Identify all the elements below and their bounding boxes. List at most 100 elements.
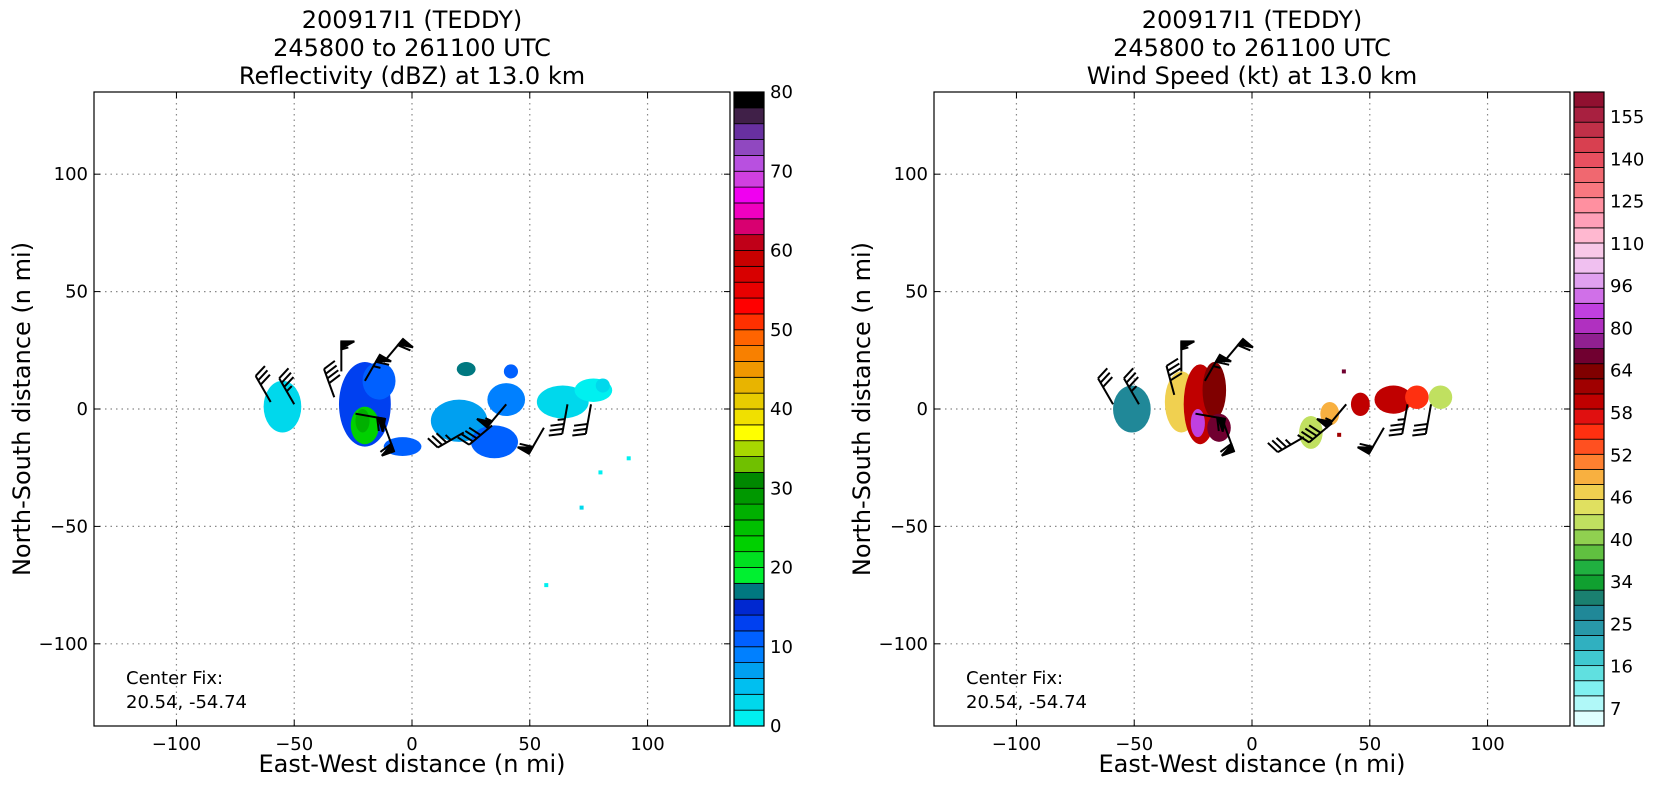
wind-barb-flag (468, 426, 482, 436)
colorbar-band (1573, 91, 1605, 108)
colorbar-band (1573, 212, 1605, 229)
colorbar-tick-label: 140 (1610, 149, 1644, 170)
wind-barb-half-flag (444, 434, 452, 441)
x-tick-label: 50 (1358, 734, 1381, 755)
colorbar-band (733, 519, 765, 537)
center-fix-annotation-line-1: Center Fix: (126, 668, 223, 689)
colorbar-tick-label: 125 (1610, 192, 1644, 213)
plot-frame (933, 91, 1571, 727)
wind-barb (1204, 353, 1232, 382)
wind-barb-pennant (1357, 446, 1375, 456)
data-region (355, 409, 370, 433)
wind-barb-flag (457, 436, 470, 446)
colorbar-band (733, 598, 765, 616)
colorbar-band (1573, 468, 1605, 485)
colorbar-tick-label: 25 (1610, 614, 1633, 635)
colorbar-band (1573, 574, 1605, 591)
wind-barb-flag (1125, 372, 1137, 384)
data-speck (626, 456, 631, 461)
data-region (487, 383, 526, 417)
wind-barb-flag (1304, 427, 1318, 437)
colorbar-band (733, 234, 765, 251)
wind-barb-flag (519, 442, 534, 448)
wind-barb-pennant (381, 442, 396, 457)
wind-barb-flag (573, 423, 588, 427)
colorbar-band (1573, 106, 1605, 123)
colorbar-band (733, 186, 765, 204)
colorbar-band (1573, 619, 1605, 636)
wind-barb-flag (1359, 442, 1374, 448)
colorbar-frame (1573, 91, 1605, 727)
x-tick-label: 0 (1246, 734, 1257, 755)
wind-barb-flag (1237, 344, 1251, 352)
wind-barb-flag (1267, 442, 1279, 453)
wind-barb-flag (376, 417, 380, 432)
data-region (1113, 385, 1151, 433)
colorbar-band (1573, 227, 1605, 244)
colorbar-band (1573, 363, 1605, 380)
wind-barb-flag (573, 427, 587, 432)
wind-barb-pennant (1236, 337, 1254, 349)
colorbar-tick-label: 30 (770, 478, 793, 499)
y-axis-label: North-South distance (n mi) (848, 242, 876, 576)
wind-barb (1316, 403, 1347, 429)
data-region (503, 364, 518, 379)
wind-barb-flag (1219, 442, 1232, 453)
plot-frame (93, 91, 731, 727)
chart-title-line-2: 245800 to 261100 UTC (1113, 34, 1391, 62)
colorbar-band (733, 535, 765, 553)
colorbar-band (733, 487, 765, 505)
colorbar-band (733, 582, 765, 600)
wind-barb-flag (1215, 360, 1230, 366)
colorbar-band (1573, 136, 1605, 153)
wind-barb-half-flag (1284, 438, 1292, 446)
chart-title-line-3: Wind Speed (kt) at 13.0 km (1087, 62, 1418, 90)
colorbar-band (1573, 167, 1605, 183)
colorbar-band (1573, 318, 1605, 334)
colorbar-tick-label: 58 (1610, 403, 1633, 424)
colorbar-band (1573, 438, 1605, 455)
wind-barb-flag (1169, 372, 1183, 382)
colorbar-band (733, 503, 765, 521)
colorbar-band (1573, 680, 1605, 697)
colorbar-tick-label: 0 (770, 716, 781, 737)
colorbar-band (733, 345, 765, 362)
x-tick-label: 0 (406, 734, 417, 755)
colorbar-band (1573, 650, 1605, 667)
colorbar-band (733, 709, 765, 727)
wind-barb-half-flag (1213, 365, 1221, 369)
colorbar-band (733, 424, 765, 442)
wind-barb-half-flag (1325, 417, 1333, 423)
wind-barb (379, 422, 396, 457)
colorbar-band (733, 361, 765, 378)
colorbar-band (1573, 287, 1605, 304)
wind-barb-half-flag (1181, 346, 1189, 351)
wind-barb-flag (278, 367, 290, 380)
wind-barb (1097, 367, 1114, 405)
wind-barb (340, 340, 355, 372)
colorbar-band (1573, 499, 1605, 516)
wind-barb-flag (325, 364, 338, 375)
colorbar-tick-label: 70 (770, 161, 793, 182)
wind-barb-flag (1389, 427, 1404, 432)
wind-barb (1165, 357, 1183, 396)
wind-barb-flag (1300, 430, 1314, 440)
y-tick-label: 100 (894, 164, 928, 185)
y-tick-label: 50 (905, 282, 928, 303)
colorbar-band (1573, 710, 1605, 727)
x-axis-label: East-West distance (n mi) (258, 750, 565, 778)
data-speck (598, 470, 603, 475)
wind-barb (323, 360, 341, 398)
colorbar-band (733, 139, 765, 156)
data-region (470, 425, 518, 459)
wind-barb (427, 431, 465, 449)
colorbar-tick-label: 10 (770, 637, 793, 658)
colorbar-band (733, 123, 765, 140)
y-tick-label: 0 (917, 399, 928, 420)
colorbar-band (1573, 589, 1605, 606)
data-speck (579, 505, 584, 510)
wind-barb-flag (326, 369, 339, 380)
wind-barb-flag (1275, 437, 1288, 448)
y-tick-label: 50 (65, 282, 88, 303)
